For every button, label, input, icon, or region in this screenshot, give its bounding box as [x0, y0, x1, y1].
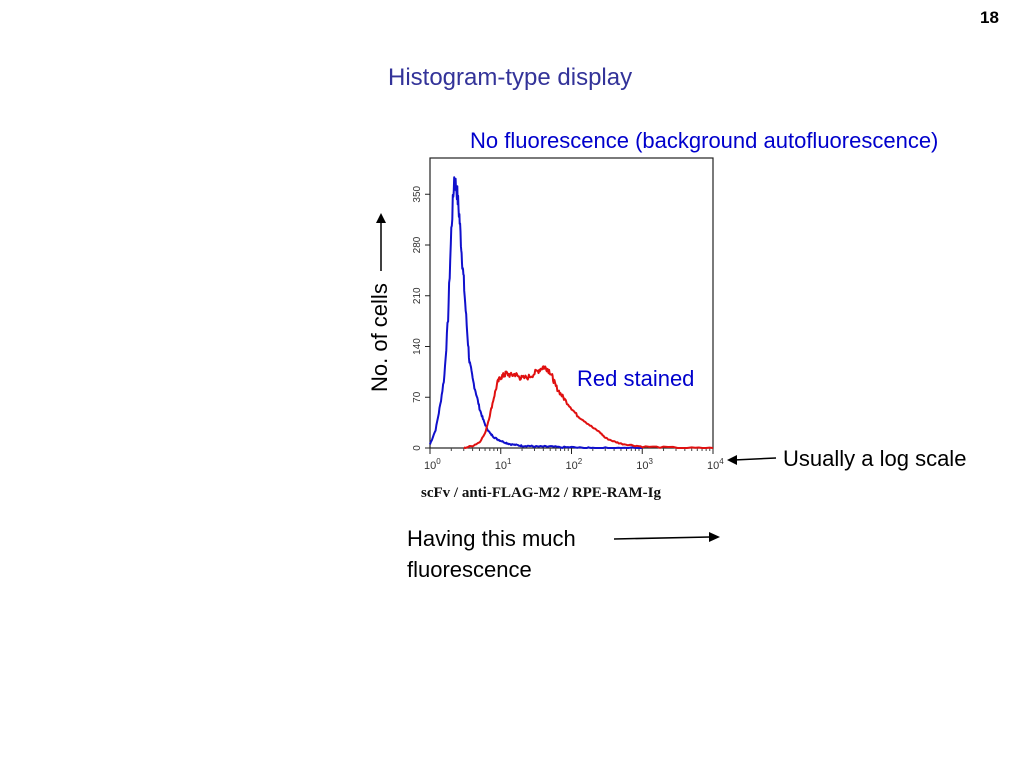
- red-stained-annotation: Red stained: [577, 366, 695, 391]
- page-number: 18: [980, 8, 999, 27]
- x-tick-label: 103: [636, 457, 653, 472]
- x-tick-label: 101: [495, 457, 512, 472]
- arrow-up-icon: [376, 213, 387, 272]
- plot-frame: [429, 157, 714, 449]
- x-tick-label: 102: [566, 457, 583, 472]
- x-tick-label: 100: [424, 457, 441, 472]
- y-tick-label: 210: [412, 287, 423, 304]
- fluorescence-amount-annotation: Having this much fluorescence: [407, 523, 627, 585]
- fluorescence-amount-line-1: Having this much: [407, 526, 576, 551]
- cell-count-annotation: No. of cells: [367, 152, 393, 392]
- histogram-line-blue: [429, 176, 643, 449]
- y-tick-label: 70: [412, 391, 423, 403]
- y-tick-label: 0: [412, 445, 423, 451]
- y-tick-label: 350: [412, 185, 423, 202]
- no-fluorescence-annotation: No fluorescence (background autofluoresc…: [470, 128, 939, 153]
- x-axis-label: scFv / anti-FLAG-M2 / RPE-RAM-Ig: [421, 485, 661, 501]
- log-scale-annotation: Usually a log scale: [783, 446, 967, 471]
- y-tick-label: 140: [412, 338, 423, 355]
- arrow-right-icon: [613, 532, 720, 542]
- histogram-chart: 0 70 140 210 280 350 100 101 102 103 104: [412, 157, 724, 472]
- slide-title: Histogram-type display: [388, 64, 633, 91]
- x-tick-label: 104: [707, 457, 724, 472]
- arrow-left-icon: [727, 455, 777, 465]
- fluorescence-amount-line-2: fluorescence: [407, 557, 532, 582]
- histogram-line-red: [463, 365, 714, 449]
- y-tick-label: 280: [412, 236, 423, 253]
- cell-count-annotation-text: No. of cells: [367, 283, 392, 392]
